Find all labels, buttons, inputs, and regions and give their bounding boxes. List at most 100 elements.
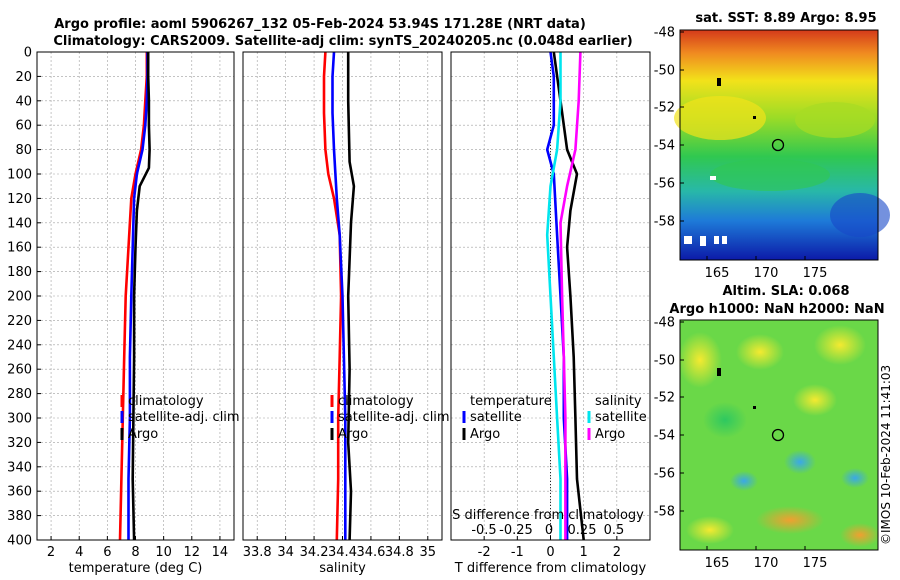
y-tick-label: 240	[7, 338, 32, 353]
x-axis-label: T difference from climatology	[454, 561, 647, 576]
x-tick-label: 34.8	[385, 545, 414, 560]
x-tick-label: 34	[277, 545, 294, 560]
x-tick-label: 4	[75, 545, 83, 560]
island-marker	[753, 116, 756, 119]
sla-anomaly	[678, 332, 722, 388]
series-line-s-satellite	[545, 52, 562, 540]
x-tick-label: 2	[613, 545, 621, 560]
map-y-tick-label: -58	[654, 215, 675, 230]
map-y-tick-label: -54	[654, 429, 675, 444]
land-mask	[710, 176, 716, 180]
sla-map	[678, 319, 880, 551]
sst-patch	[795, 102, 875, 138]
series-line-satellite-adj-clim	[127, 52, 149, 540]
legend-clim-label: climatology	[128, 394, 204, 409]
sla-anomaly	[841, 468, 869, 488]
map-x-tick-label: 175	[803, 266, 828, 281]
map-y-tick-label: -52	[654, 391, 675, 406]
legend-s-sat-label: satellite	[595, 410, 647, 425]
y-tick-label: 180	[7, 265, 32, 280]
sla-anomaly	[840, 523, 880, 547]
y-tick-label: 260	[7, 363, 32, 378]
temperature-legend: climatology satellite-adj. clim Argo	[120, 394, 240, 442]
x-tick-label: 6	[103, 545, 111, 560]
x-tick-label: 14	[212, 545, 229, 560]
x-tick-label: 35	[420, 545, 437, 560]
sst-map-axes: 165 170 175 -48 -50 -52 -54 -56 -58	[654, 26, 828, 282]
land-mask	[722, 236, 727, 244]
x-axis-label: salinity	[319, 561, 366, 576]
y-tick-label: 360	[7, 485, 32, 500]
sst-patch	[710, 159, 830, 191]
island-marker	[717, 368, 721, 376]
sst-patch	[830, 193, 890, 237]
x-tick-label: 33.8	[243, 545, 272, 560]
sst-map-title: sat. SST: 8.89 Argo: 8.95	[695, 11, 876, 26]
x-tick-label: 0	[546, 545, 554, 560]
map-y-tick-label: -56	[654, 467, 675, 482]
sla-anomaly	[784, 450, 816, 474]
y-tick-label: 320	[7, 436, 32, 451]
legend-t-sat-label: satellite	[470, 410, 522, 425]
series-line-t-argo	[552, 51, 585, 541]
series-line-s-argo	[559, 51, 582, 540]
sla-map-axes: 165 170 175 -48 -50 -52 -54 -56 -58	[654, 316, 828, 572]
y-tick-label: 340	[7, 460, 32, 475]
imos-timestamp: ©IMOS 10-Feb-2024 11:41:03	[879, 365, 893, 545]
y-tick-label: 400	[7, 534, 32, 549]
sla-anomaly	[793, 384, 837, 416]
y-tick-label: 60	[15, 119, 32, 134]
y-tick-label: 220	[7, 314, 32, 329]
x-tick-label: 10	[155, 545, 172, 560]
series-line-argo	[131, 52, 151, 541]
island-marker	[717, 78, 721, 86]
legend-sat-label: satellite-adj. clim	[338, 410, 450, 425]
legend-title-salinity: salinity	[595, 394, 642, 409]
island-marker	[753, 406, 756, 409]
y-tick-label: 140	[7, 216, 32, 231]
map-y-tick-label: -50	[654, 354, 675, 369]
y-tick-label: 120	[7, 192, 32, 207]
legend-sat-label: satellite-adj. clim	[128, 410, 240, 425]
salinity-legend: climatology satellite-adj. clim Argo	[330, 394, 450, 442]
map-y-tick-label: -48	[654, 316, 675, 331]
difference-panel: -2 -1 0 1 2T difference from climatology	[450, 51, 651, 576]
map-y-tick-label: -48	[654, 26, 675, 41]
land-mask	[684, 236, 692, 244]
difference-legend: temperature satellite Argo salinity sate…	[462, 394, 647, 442]
map-x-tick-label: 175	[803, 556, 828, 571]
x-tick-label: 8	[131, 545, 139, 560]
x-tick-label: 34.6	[356, 545, 385, 560]
argo-location-marker	[771, 138, 785, 152]
map-x-tick-label: 165	[705, 266, 730, 281]
series-line-argo	[346, 52, 356, 541]
s-tick: 0	[545, 523, 553, 538]
map-y-tick-label: -56	[654, 177, 675, 192]
x-tick-label: 34.4	[328, 545, 357, 560]
s-tick: 0.25	[568, 523, 597, 538]
y-tick-label: 80	[15, 143, 32, 158]
sst-map	[674, 29, 890, 261]
salinity-panel: 33.8 34 34.2 34.4 34.6 34.8 35 salinity	[242, 51, 443, 576]
legend-argo-label: Argo	[128, 427, 158, 442]
x-tick-label: 34.2	[300, 545, 329, 560]
sla-anomaly	[686, 516, 734, 544]
temperature-panel: 2 4 6 8 10 12 14 temperature (deg C) 0 20 40 60 80 10…	[7, 46, 235, 576]
sla-anomaly	[814, 325, 866, 365]
map-y-tick-label: -58	[654, 505, 675, 520]
y-tick-label: 160	[7, 241, 32, 256]
x-tick-label: 12	[184, 545, 201, 560]
sla-anomaly	[703, 402, 747, 438]
header-line2: Climatology: CARS2009. Satellite-adj cli…	[53, 34, 632, 49]
sla-anomaly	[730, 471, 758, 491]
land-mask	[700, 236, 706, 246]
land-mask	[714, 236, 719, 244]
y-tick-label: 20	[15, 70, 32, 85]
map-y-tick-label: -54	[654, 139, 675, 154]
legend-title-temperature: temperature	[470, 394, 552, 409]
y-tick-label: 40	[15, 94, 32, 109]
argo-location-marker	[771, 428, 785, 442]
x-axis-label: temperature (deg C)	[69, 561, 203, 576]
y-tick-label: 0	[24, 46, 32, 61]
x-tick-label: -1	[511, 545, 524, 560]
